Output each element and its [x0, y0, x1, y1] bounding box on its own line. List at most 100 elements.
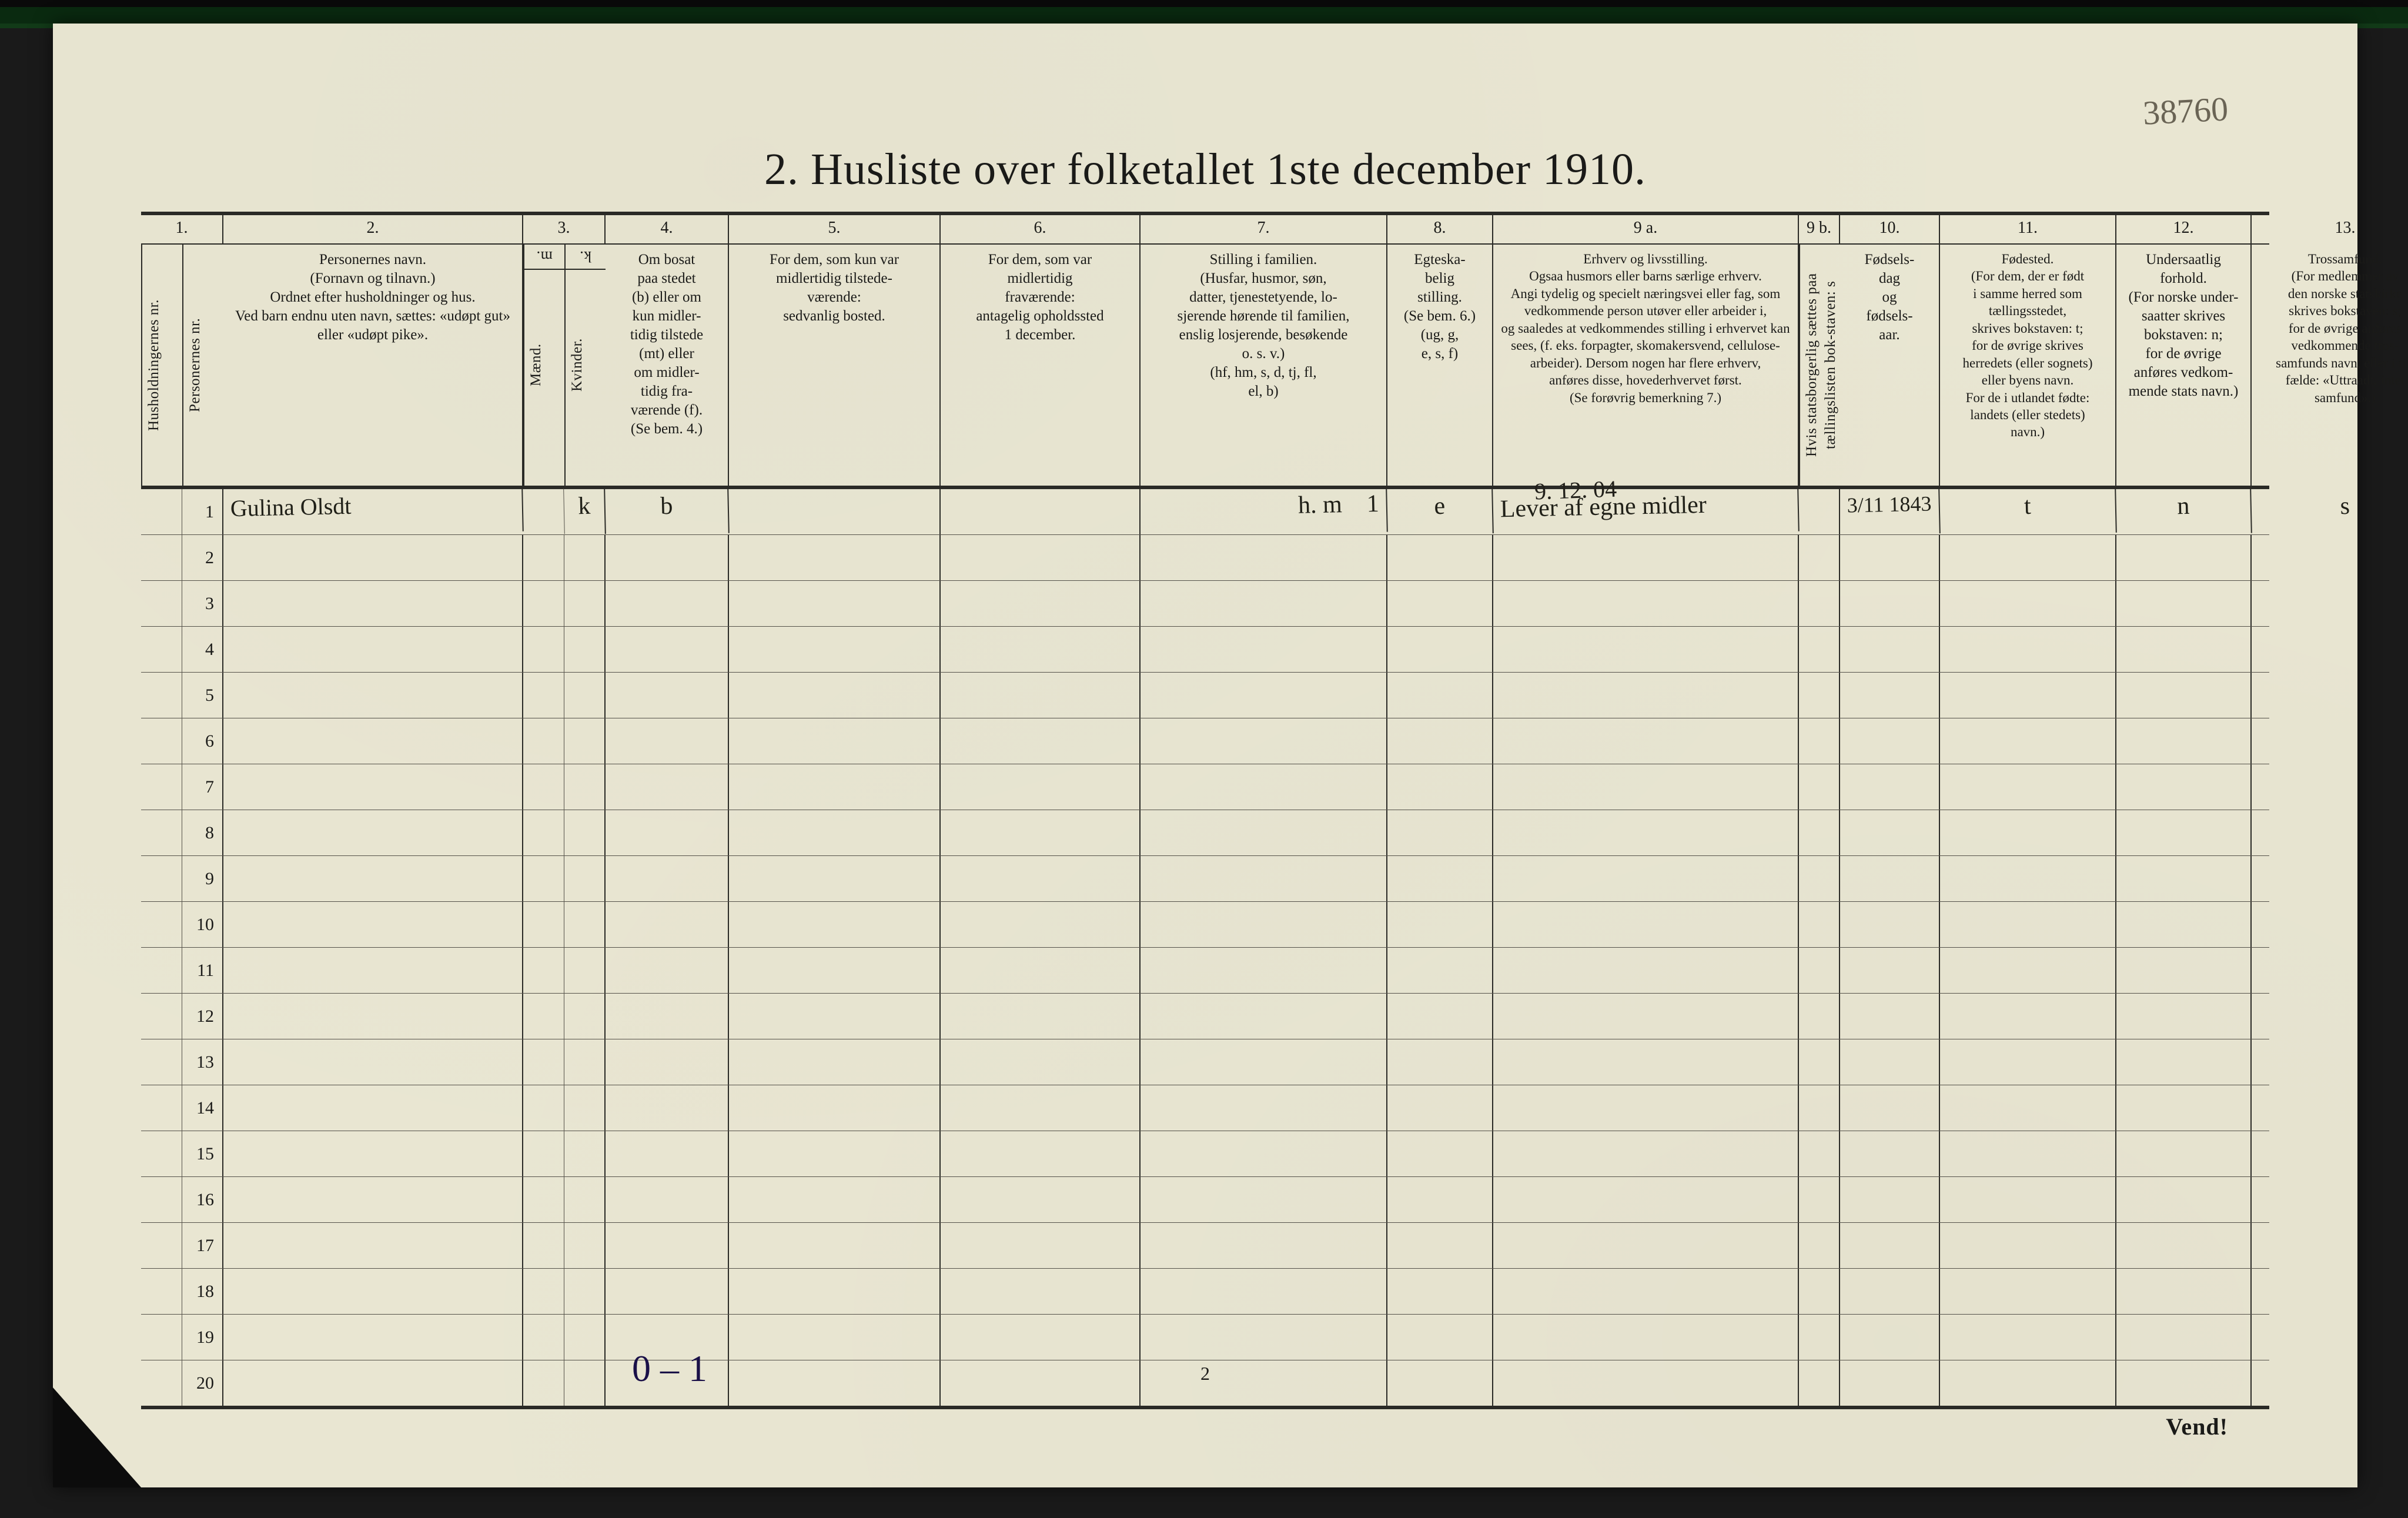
cell-5: [729, 535, 941, 580]
header-erhverv: Erhverv og livsstilling. Ogsaa husmors e…: [1493, 245, 1799, 486]
cell-5: [729, 489, 941, 534]
document-title: 2. Husliste over folketallet 1ste decemb…: [53, 144, 2357, 195]
table-row: 13: [141, 1039, 2269, 1085]
cell-bosat: b: [605, 488, 730, 536]
cell-undersaatlig: [2116, 535, 2252, 580]
cell-hushold-nr: [141, 489, 182, 534]
cell-9b: [1799, 489, 1840, 534]
cell-sex-m: [523, 489, 565, 534]
colnum-9a: 9 a.: [1493, 215, 1799, 243]
cell-person-nr: 16: [182, 1177, 223, 1222]
header-maend-label: Mænd.: [528, 344, 544, 387]
cell-egteskab: e: [1387, 488, 1494, 536]
cell-bosat: [606, 535, 729, 580]
column-header-row: Husholdningernes nr. Personernes nr. Per…: [141, 245, 2269, 489]
column-number-row: 1. 2. 3. 4. 5. 6. 7. 8. 9 a. 9 b. 10. 11…: [141, 215, 2269, 245]
pencil-annotation-top-right: 38760: [2142, 89, 2229, 132]
cell-person-nr: 12: [182, 994, 223, 1039]
cell-fodselsdato: 3/11 1843: [1840, 488, 1941, 536]
cell-person-nr: 19: [182, 1315, 223, 1360]
header-husholdning-nr: Husholdningernes nr.: [141, 245, 182, 486]
colnum-3: 3.: [523, 215, 606, 243]
cell-person-nr: 14: [182, 1085, 223, 1131]
cell-9b: [1799, 535, 1840, 580]
table-row: 16: [141, 1177, 2269, 1223]
header-kvinder-label: Kvinder.: [569, 339, 585, 392]
table-row: 9: [141, 856, 2269, 902]
cell-person-nr: 6: [182, 718, 223, 764]
page-number: 2: [53, 1363, 2357, 1385]
table-row: 2: [141, 535, 2269, 581]
table-row: 14: [141, 1085, 2269, 1131]
table-row: 17: [141, 1223, 2269, 1269]
header-kvinder: Kvinder. k.: [564, 245, 606, 486]
cell-person-nr: 10: [182, 902, 223, 947]
cell-person-nr: 15: [182, 1131, 223, 1176]
document-page: 38760 2. Husliste over folketallet 1ste …: [53, 24, 2357, 1487]
header-kvinder-abbr: k.: [566, 247, 606, 270]
header-egteskab: Egteska- belig stilling. (Se bem. 6.) (u…: [1387, 245, 1493, 486]
table-row: 18: [141, 1269, 2269, 1315]
cell-navn: Gulina Olsdt: [223, 486, 524, 538]
cell-person-nr: 17: [182, 1223, 223, 1268]
header-midlertidig-tilstede: For dem, som kun var midlertidig tilsted…: [729, 245, 941, 486]
colnum-6: 6.: [941, 215, 1141, 243]
header-trossamfund: Trossamfund. (For medlemmer av den norsk…: [2252, 245, 2408, 486]
cell-trossamfund: s: [2251, 487, 2408, 537]
cell-person-nr: 2: [182, 535, 223, 580]
header-bosat: Om bosat paa stedet (b) eller om kun mid…: [606, 245, 729, 486]
cell-person-nr: 13: [182, 1039, 223, 1085]
table-row: 7: [141, 764, 2269, 810]
vend-label: Vend!: [2166, 1413, 2228, 1440]
cell-person-nr: 8: [182, 810, 223, 855]
cell-person-nr: 3: [182, 581, 223, 626]
cell-sex-k: k: [564, 489, 606, 534]
cell-stilling-extra: 1: [1366, 490, 1379, 517]
header-navn: Personernes navn. (Fornavn og tilnavn.) …: [223, 245, 523, 486]
table-row: 8: [141, 810, 2269, 856]
cell-fodselsdato: [1840, 535, 1940, 580]
colnum-5: 5.: [729, 215, 941, 243]
cell-hushold-nr: [141, 581, 182, 626]
table-row: 6: [141, 718, 2269, 764]
cell-erhverv: [1493, 535, 1799, 580]
header-undersaatlig: Undersaatlig forhold. (For norske under-…: [2116, 245, 2252, 486]
cell-person-nr: 5: [182, 673, 223, 718]
cell-hushold-nr: [141, 535, 182, 580]
cell-egteskab: [1387, 535, 1493, 580]
colnum-4: 4.: [606, 215, 729, 243]
cell-person-nr: 9: [182, 856, 223, 901]
cell-6: [941, 535, 1141, 580]
cell-person-nr: 18: [182, 1269, 223, 1314]
census-table: 1. 2. 3. 4. 5. 6. 7. 8. 9 a. 9 b. 10. 11…: [141, 212, 2269, 1409]
cell-trossamfund: [2252, 535, 2408, 580]
table-row: 4: [141, 627, 2269, 673]
colnum-13: 13.: [2252, 215, 2408, 243]
table-row: 15: [141, 1131, 2269, 1177]
cell-stilling: [1141, 535, 1387, 580]
header-maend-abbr: m.: [524, 247, 564, 270]
cell-person-nr: 11: [182, 948, 223, 993]
table-row: 3: [141, 581, 2269, 627]
table-row: 11: [141, 948, 2269, 994]
header-9b: Hvis statsborgerlig sættes paa tællingsl…: [1799, 245, 1840, 486]
cell-sex-k: [564, 535, 606, 580]
header-midlertidig-fravaerende: For dem, som var midlertidig fraværende:…: [941, 245, 1141, 486]
cell-stilling-val: h. m: [1298, 491, 1343, 519]
table-row: 19: [141, 1315, 2269, 1360]
cell-navn: [223, 535, 523, 580]
cell-sex-m: [523, 535, 564, 580]
cell-fodested: t: [1939, 487, 2117, 536]
colnum-10: 10.: [1840, 215, 1940, 243]
header-person-nr: Personernes nr.: [182, 245, 223, 486]
colnum-9b: 9 b.: [1799, 215, 1840, 243]
cell-person-nr: 1: [182, 489, 223, 534]
table-body: 1 Gulina Olsdt k b h. m 1 e Lever af egn…: [141, 489, 2269, 1406]
header-fodselsdato: Fødsels- dag og fødsels- aar.: [1840, 245, 1940, 486]
header-stilling-familien: Stilling i familien. (Husfar, husmor, sø…: [1141, 245, 1387, 486]
table-row: 5: [141, 673, 2269, 718]
header-fodested: Fødested. (For dem, der er født i samme …: [1940, 245, 2116, 486]
colnum-12: 12.: [2116, 215, 2252, 243]
scan-corner-artifact: [53, 1387, 141, 1487]
cell-undersaatlig: n: [2116, 488, 2252, 536]
